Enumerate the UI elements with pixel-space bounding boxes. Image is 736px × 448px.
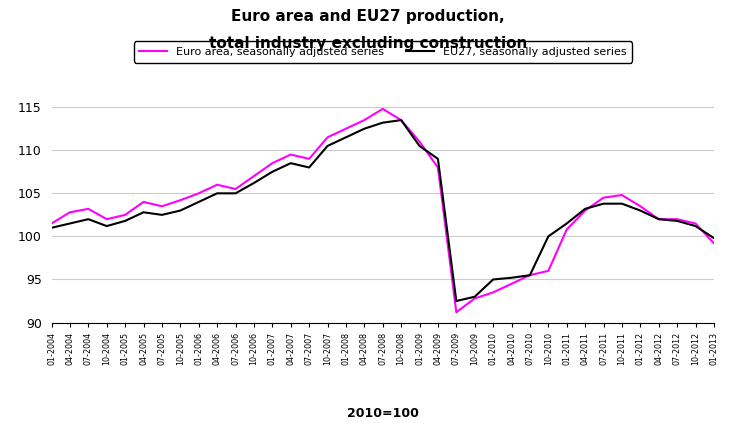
EU27, seasonally adjusted series (415, 143, 424, 149)
Euro area, seasonally adjusted series (710, 241, 718, 246)
Euro area, seasonally adjusted series (96, 213, 105, 219)
EU27, seasonally adjusted series (409, 135, 418, 140)
Legend: Euro area, seasonally adjusted series, EU27, seasonally adjusted series: Euro area, seasonally adjusted series, E… (133, 41, 632, 63)
Euro area, seasonally adjusted series (47, 221, 56, 226)
Text: total industry excluding construction: total industry excluding construction (209, 36, 527, 51)
Text: Euro area and EU27 production,: Euro area and EU27 production, (231, 9, 505, 24)
Line: Euro area, seasonally adjusted series: Euro area, seasonally adjusted series (52, 109, 714, 312)
EU27, seasonally adjusted series (397, 117, 406, 123)
Euro area, seasonally adjusted series (409, 132, 418, 137)
Euro area, seasonally adjusted series (452, 310, 461, 315)
Euro area, seasonally adjusted series (378, 106, 387, 112)
EU27, seasonally adjusted series (96, 221, 105, 226)
Euro area, seasonally adjusted series (231, 186, 240, 192)
X-axis label: 2010=100: 2010=100 (347, 406, 419, 419)
EU27, seasonally adjusted series (495, 276, 503, 282)
Euro area, seasonally adjusted series (415, 139, 424, 144)
Euro area, seasonally adjusted series (495, 287, 503, 292)
EU27, seasonally adjusted series (452, 298, 461, 304)
EU27, seasonally adjusted series (231, 191, 240, 196)
Euro area, seasonally adjusted series (268, 160, 277, 166)
EU27, seasonally adjusted series (710, 236, 718, 241)
EU27, seasonally adjusted series (268, 169, 277, 174)
Line: EU27, seasonally adjusted series: EU27, seasonally adjusted series (52, 120, 714, 301)
EU27, seasonally adjusted series (47, 225, 56, 230)
